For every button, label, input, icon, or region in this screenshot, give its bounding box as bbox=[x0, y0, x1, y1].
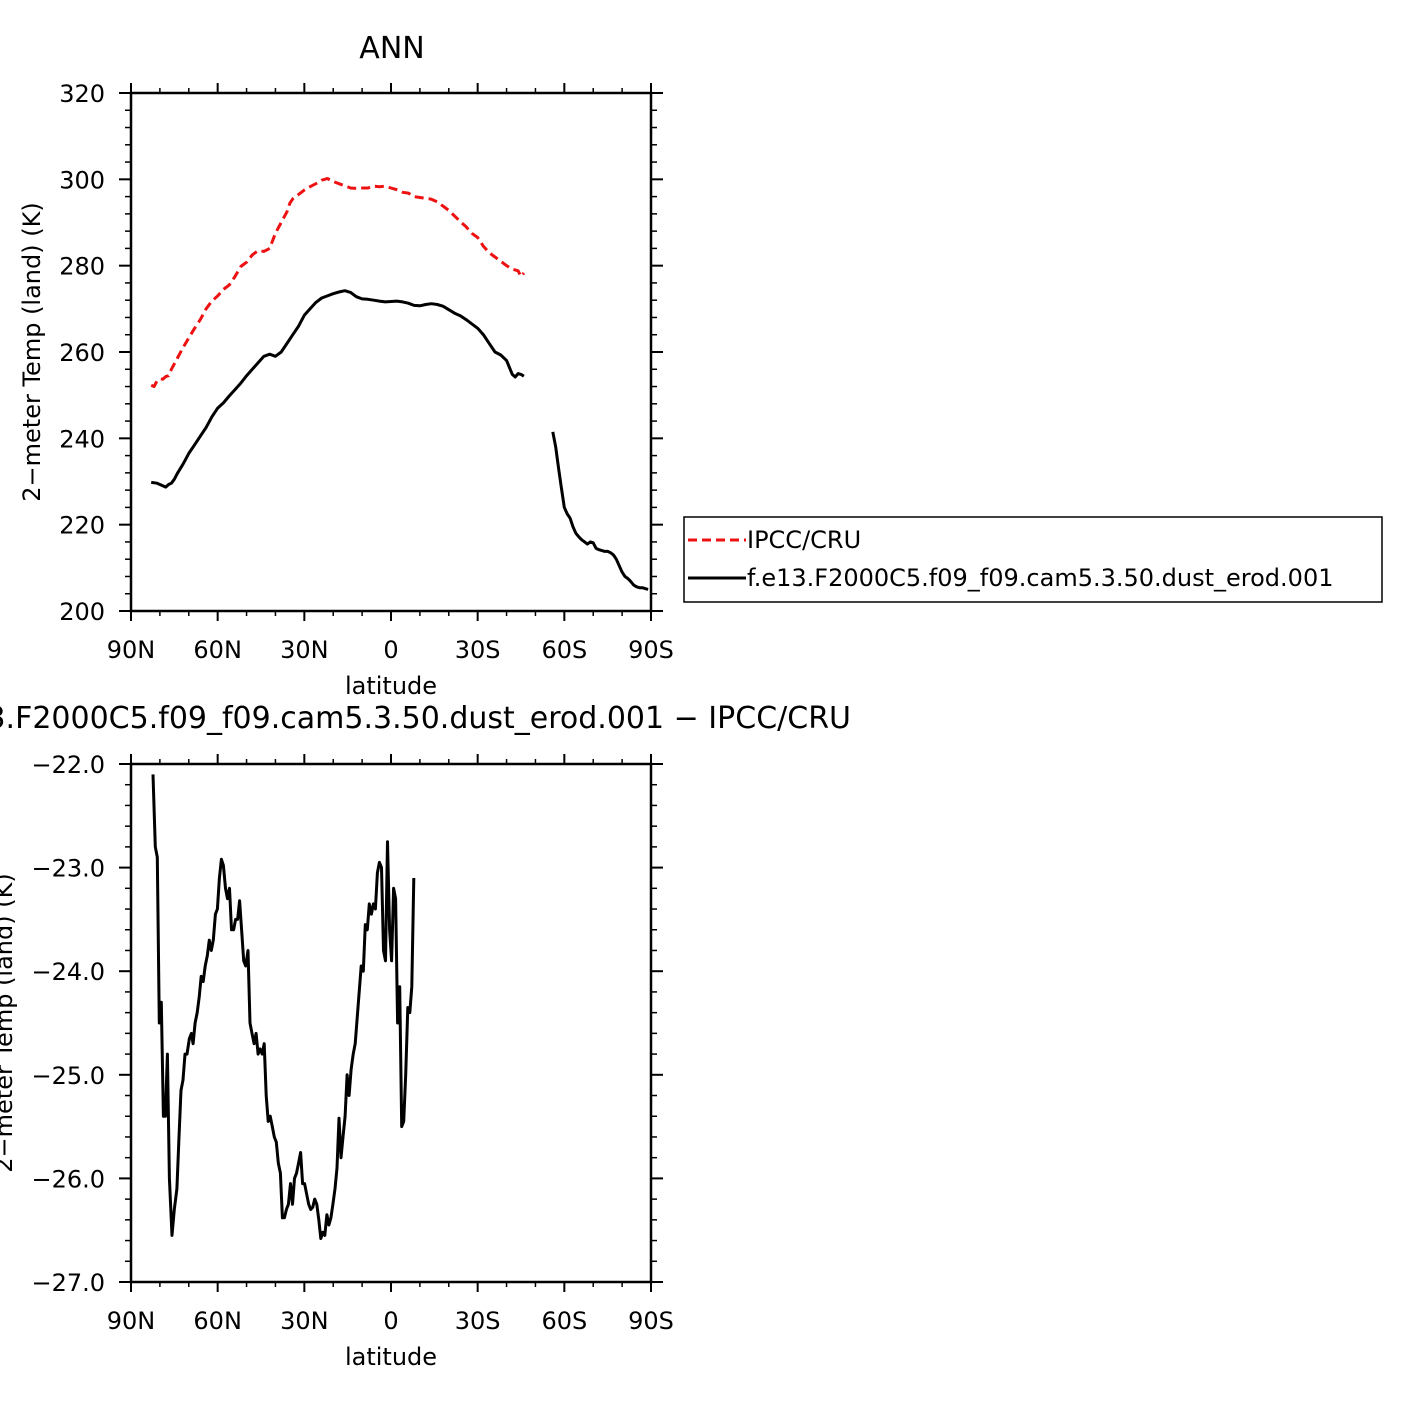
bottom-x-tick-label-2: 30N bbox=[280, 1307, 329, 1335]
bottom-x-axis-label: latitude bbox=[345, 1343, 437, 1371]
top-x-tick-label-2: 30N bbox=[280, 636, 329, 664]
bottom-y-tick-label-2: −25.0 bbox=[31, 1062, 105, 1090]
bottom-y-tick-label-0: −27.0 bbox=[31, 1269, 105, 1297]
top-x-tick-label-1: 60N bbox=[193, 636, 242, 664]
top-y-tick-label-6: 320 bbox=[59, 80, 105, 108]
top-y-tick-label-1: 220 bbox=[59, 512, 105, 540]
top-x-tick-label-5: 60S bbox=[541, 636, 587, 664]
bottom-x-tick-label-3: 0 bbox=[383, 1307, 398, 1335]
top-y-tick-label-0: 200 bbox=[59, 598, 105, 626]
bottom-panel: f.e13.F2000C5.f09_f09.cam5.3.50.dust_ero… bbox=[0, 701, 851, 1371]
legend-label-ipcc-cru: IPCC/CRU bbox=[747, 526, 861, 554]
top-x-axis-label: latitude bbox=[345, 672, 437, 700]
top-chart-title: ANN bbox=[359, 31, 424, 66]
bottom-y-tick-label-1: −26.0 bbox=[31, 1165, 105, 1193]
bottom-x-tick-label-0: 90N bbox=[107, 1307, 156, 1335]
bottom-x-tick-label-1: 60N bbox=[193, 1307, 242, 1335]
top-panel: ANN 90N 60N 30N 0 30S 60S 90S 200 220 240 260 280 30… bbox=[18, 31, 674, 700]
bottom-series-line-0 bbox=[151, 774, 416, 1240]
top-x-tick-label-0: 90N bbox=[107, 636, 156, 664]
legend-box bbox=[683, 516, 1383, 603]
top-plot-frame bbox=[129, 91, 653, 613]
bottom-x-tick-label-5: 60S bbox=[541, 1307, 587, 1335]
bottom-series-group bbox=[151, 774, 416, 1240]
legend: IPCC/CRU f.e13.F2000C5.f09_f09.cam5.3.50… bbox=[683, 516, 1383, 603]
top-x-tick-label-3: 0 bbox=[383, 636, 398, 664]
top-series-line-1 bbox=[150, 289, 649, 591]
top-y-tick-label-4: 280 bbox=[59, 253, 105, 281]
bottom-x-tick-label-6: 90S bbox=[628, 1307, 674, 1335]
bottom-axis-ticks: 90N 60N 30N 0 30S 60S 90S −27.0 −26.0 −25.0 −24.0 −… bbox=[31, 751, 673, 1335]
top-axis-ticks: 90N 60N 30N 0 30S 60S 90S 200 220 240 260 280 300 320 bbox=[59, 80, 674, 664]
bottom-y-tick-label-4: −23.0 bbox=[31, 855, 105, 883]
top-x-tick-label-4: 30S bbox=[455, 636, 501, 664]
legend-label-model: f.e13.F2000C5.f09_f09.cam5.3.50.dust_ero… bbox=[747, 564, 1333, 592]
bottom-y-tick-label-5: −22.0 bbox=[31, 751, 105, 779]
bottom-chart-title: f.e13.F2000C5.f09_f09.cam5.3.50.dust_ero… bbox=[0, 701, 851, 736]
bottom-y-tick-label-3: −24.0 bbox=[31, 958, 105, 986]
top-series-group bbox=[150, 177, 649, 591]
top-y-axis-label: 2−meter Temp (land) (K) bbox=[18, 202, 46, 501]
top-x-tick-label-6: 90S bbox=[628, 636, 674, 664]
bottom-plot-frame bbox=[129, 762, 653, 1284]
top-y-tick-label-2: 240 bbox=[59, 425, 105, 453]
top-y-tick-label-3: 260 bbox=[59, 339, 105, 367]
top-y-tick-label-5: 300 bbox=[59, 166, 105, 194]
top-series-line-0 bbox=[150, 177, 526, 388]
bottom-x-tick-label-4: 30S bbox=[455, 1307, 501, 1335]
bottom-y-axis-label: 2−meter Temp (land) (K) bbox=[0, 873, 18, 1172]
